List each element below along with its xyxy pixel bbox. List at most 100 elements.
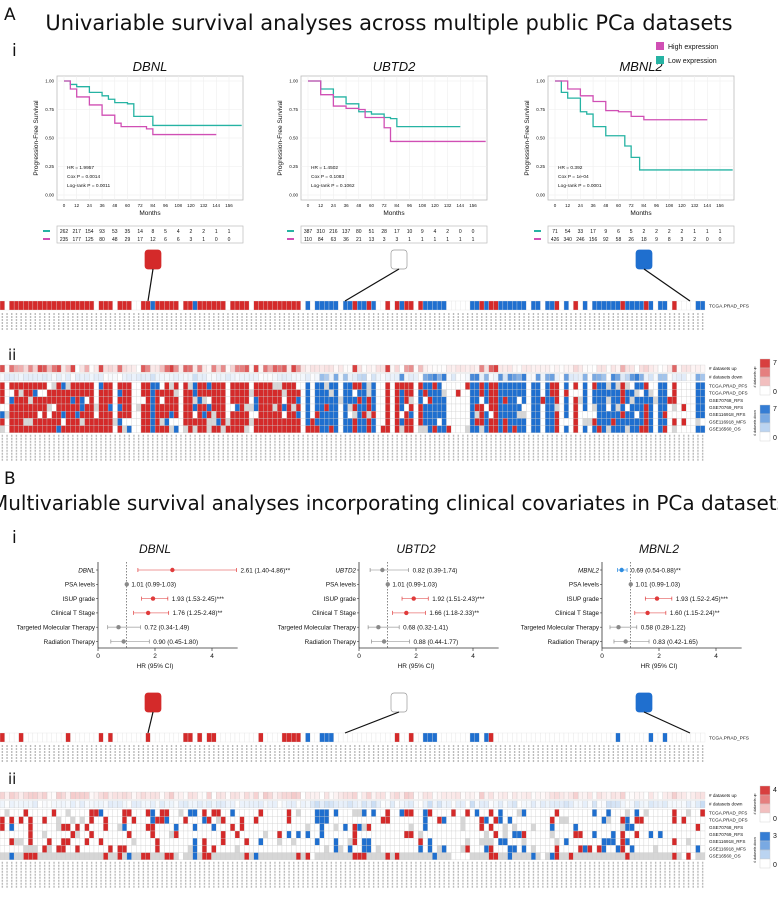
- risk-count: 2: [190, 229, 193, 235]
- km-x-tick: 156: [469, 203, 477, 208]
- heatmap-cell: [361, 403, 367, 412]
- heatmap-cell: [258, 838, 264, 846]
- heatmap-cell: [60, 823, 66, 832]
- heatmap-cell: [639, 791, 645, 800]
- heatmap-cell: [328, 791, 334, 800]
- strip-cell: [267, 732, 273, 743]
- heatmap-cell: [676, 389, 682, 397]
- heatmap-cell: [234, 823, 240, 832]
- heatmap-cell: [201, 845, 207, 853]
- heatmap-cell: [234, 396, 240, 405]
- heatmap-cell: [422, 396, 428, 405]
- heatmap-cell: [686, 800, 692, 809]
- heatmap-cell: [460, 809, 466, 817]
- heatmap-cell: [187, 364, 193, 373]
- heatmap-cell: [493, 800, 499, 809]
- heatmap-cell: [112, 373, 118, 382]
- strip-cell: [131, 300, 137, 311]
- heatmap-cell: [371, 396, 377, 405]
- heatmap-cell: [648, 373, 654, 382]
- heatmap-cell: [455, 411, 461, 419]
- heatmap-cell: [173, 838, 179, 846]
- strip-cell: [136, 300, 142, 311]
- heatmap-cell: [488, 809, 494, 817]
- heatmap-cell: [117, 830, 123, 839]
- legend-color-step: [759, 831, 771, 842]
- heatmap-cell: [634, 396, 640, 405]
- heatmap-cell: [526, 411, 532, 419]
- heatmap-cell: [657, 838, 663, 846]
- heatmap-cell: [634, 418, 640, 426]
- heatmap-cell: [333, 403, 339, 412]
- heatmap-cell: [187, 403, 193, 412]
- forest-x-tick-label: 4: [210, 653, 214, 660]
- heatmap-cell: [154, 852, 160, 860]
- heatmap-cell: [535, 389, 541, 397]
- legend-color-step: [759, 849, 771, 860]
- heatmap-cell: [432, 425, 438, 433]
- heatmap-cell: [512, 800, 518, 809]
- heatmap-cell: [502, 373, 508, 382]
- heatmap-cell: [295, 809, 301, 817]
- heatmap-cell: [183, 823, 189, 832]
- heatmap-cell: [474, 852, 480, 860]
- heatmap-cell: [347, 418, 353, 426]
- km-stat: Log-rank P = 0.0011: [67, 183, 110, 189]
- heatmap-cell: [173, 845, 179, 853]
- heatmap-cell: [234, 791, 240, 800]
- heatmap-cell: [624, 852, 630, 860]
- heatmap-cell: [653, 389, 659, 397]
- heatmap-cell: [427, 830, 433, 839]
- heatmap-cell: [295, 396, 301, 405]
- heatmap-cell: [324, 823, 330, 832]
- heatmap-cell: [145, 411, 151, 419]
- heatmap-cell: [446, 845, 452, 853]
- heatmap-cell: [483, 382, 489, 390]
- heatmap-cell: [272, 800, 278, 809]
- strip-cell: [98, 732, 104, 743]
- risk-count: 6: [177, 237, 180, 243]
- heatmap-cell: [559, 816, 565, 824]
- heatmap-cell: [13, 382, 19, 390]
- heatmap-cell: [267, 364, 273, 373]
- heatmap-cell: [183, 396, 189, 405]
- heatmap-cell: [690, 425, 696, 433]
- risk-count: 2: [693, 237, 696, 243]
- heatmap-cell: [629, 403, 635, 412]
- heatmap-cell: [65, 823, 71, 832]
- heatmap-cell: [103, 852, 109, 860]
- risk-count: 387: [304, 229, 313, 235]
- heatmap-cell: [272, 809, 278, 817]
- legend-color-step: [759, 358, 771, 369]
- heatmap-cell: [89, 382, 95, 390]
- heatmap-cell: [620, 809, 626, 817]
- forest-title: UBTD2: [396, 542, 436, 556]
- heatmap-cell: [563, 418, 569, 426]
- heatmap-cell: [657, 823, 663, 832]
- heatmap-cell: [404, 389, 410, 397]
- heatmap-cell: [686, 838, 692, 846]
- heatmap-cell: [51, 830, 57, 839]
- heatmap-cell: [4, 403, 10, 412]
- heatmap-cell: [89, 389, 95, 397]
- heatmap-cell: [267, 845, 273, 853]
- heatmap-cell: [291, 425, 297, 433]
- heatmap-cell: [234, 852, 240, 860]
- heatmap-cell: [624, 389, 630, 397]
- heatmap-cell: [89, 809, 95, 817]
- heatmap-cell: [140, 816, 146, 824]
- heatmap-cell: [107, 396, 113, 405]
- strip-cell: [530, 732, 536, 743]
- strip-cell: [549, 732, 555, 743]
- heatmap-cell: [639, 809, 645, 817]
- strip-cell: [93, 300, 99, 311]
- strip-cell: [690, 300, 696, 311]
- heatmap-cell: [653, 816, 659, 824]
- heatmap-cell: [502, 823, 508, 832]
- heatmap-cell: [305, 845, 311, 853]
- heatmap-cell: [582, 403, 588, 412]
- strip-cell: [0, 300, 5, 311]
- heatmap-cell: [361, 389, 367, 397]
- heatmap-cell: [554, 800, 560, 809]
- heatmap-cell: [559, 800, 565, 809]
